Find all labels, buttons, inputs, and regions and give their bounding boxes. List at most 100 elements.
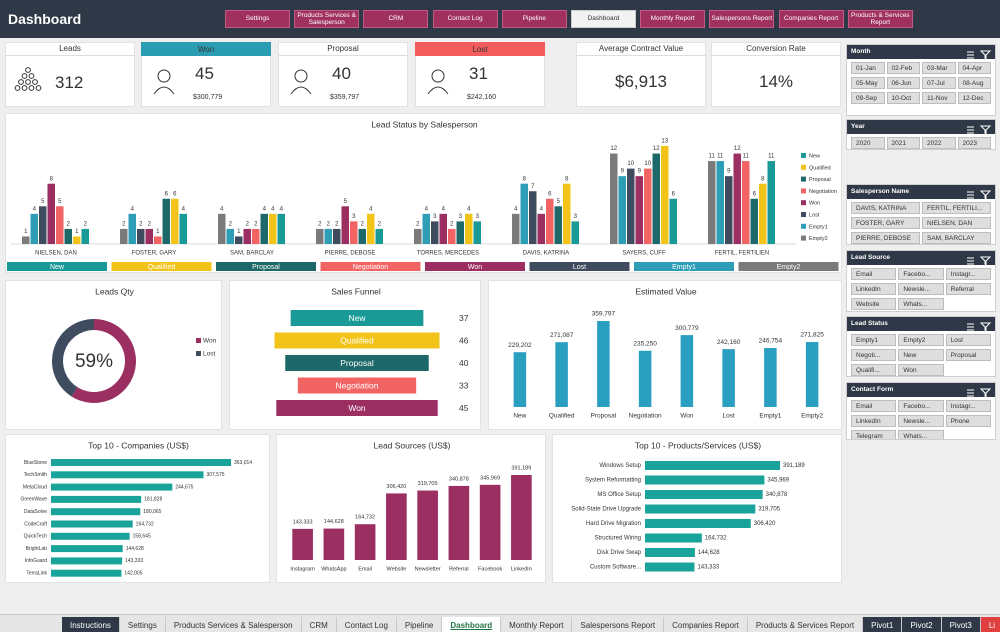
slicer-item[interactable]: PIERRE, DEBOSE: [851, 232, 920, 244]
data-label: 2: [122, 222, 126, 228]
slicer-item[interactable]: Lost: [945, 334, 991, 346]
status-strip-label: Empty2: [777, 264, 801, 271]
nav-button[interactable]: Dashboard: [571, 10, 636, 28]
slicer-item[interactable]: Referral: [945, 283, 991, 295]
slicer-title: Contact Form: [851, 386, 894, 393]
slicer-item[interactable]: Empty1: [851, 334, 897, 346]
slicer-item[interactable]: New: [898, 349, 944, 361]
bar: [323, 528, 345, 560]
data-label: 319,705: [758, 507, 780, 513]
sheet-tab[interactable]: Products & Services Report: [748, 616, 864, 632]
sheet-tab[interactable]: Companies Report: [664, 616, 748, 632]
sheet-tab[interactable]: Pivot2: [902, 616, 942, 632]
slicer-item[interactable]: Whats...: [898, 298, 944, 310]
slicer-item[interactable]: 07-Jul: [922, 77, 956, 89]
data-label: 340,878: [766, 492, 788, 498]
slicer-item[interactable]: Empty2: [898, 334, 944, 346]
sheet-tab[interactable]: Monthly Report: [501, 616, 573, 632]
slicer-item[interactable]: 2023: [957, 137, 991, 149]
slicer: Lead Source Email Facebo... Instagr... Linke…: [846, 250, 996, 312]
slicer-item[interactable]: 04-Apr: [957, 62, 991, 74]
sheet-tab[interactable]: Pipeline: [397, 616, 443, 632]
slicer-item[interactable]: FERTIL, FERTILI...: [922, 202, 991, 214]
nav-button[interactable]: Products Services & Salesperson: [294, 10, 360, 28]
slicer-item[interactable]: Instagr...: [945, 268, 991, 280]
slicer-item[interactable]: Proposal: [945, 349, 991, 361]
slicer-item[interactable]: 02-Feb: [886, 62, 920, 74]
nav-button[interactable]: Salespersons Report: [709, 10, 775, 28]
slicer-item[interactable]: Email: [851, 268, 897, 280]
data-label: 2: [327, 222, 331, 228]
slicer-item[interactable]: Negoti...: [851, 349, 897, 361]
chart-panel: Sales Funnel New 37 Qualified 46 Proposal 40 Ne…: [229, 280, 481, 430]
slicer-item[interactable]: Email: [851, 400, 897, 412]
slicer-item[interactable]: Whats...: [898, 430, 944, 439]
slicer-item[interactable]: LinkedIn: [851, 415, 897, 427]
sheet-tab[interactable]: Settings: [120, 616, 166, 632]
slicer-item[interactable]: SAM, BARCLAY: [922, 232, 991, 244]
slicer-item[interactable]: Instagr...: [945, 400, 991, 412]
slicer-item[interactable]: Phone: [945, 415, 991, 427]
slicer-item[interactable]: Website: [851, 298, 897, 310]
nav-button[interactable]: Pipeline: [501, 10, 567, 28]
nav-button[interactable]: Products & Services Report: [847, 10, 913, 28]
slicer-item[interactable]: 03-Mar: [922, 62, 956, 74]
slicer-title: Lead Source: [851, 254, 891, 261]
slicer-item[interactable]: Qualifi...: [851, 364, 897, 376]
sheet-tab[interactable]: Pivot3: [941, 616, 981, 632]
slicer-item[interactable]: 2020: [851, 137, 885, 149]
data-label: 1: [75, 229, 79, 235]
slicer-item[interactable]: Facebo...: [898, 400, 944, 412]
slicer-item[interactable]: 2021: [886, 137, 920, 149]
slicer-item[interactable]: LinkedIn: [851, 283, 897, 295]
nav-button[interactable]: Monthly Report: [640, 10, 706, 28]
bar: [81, 228, 89, 244]
sheet-tab[interactable]: Salespersons Report: [572, 616, 665, 632]
data-label: 345,969: [480, 475, 500, 481]
multi-select-icon: [967, 257, 974, 265]
y-tick-label: Hard Drive Migration: [586, 521, 641, 527]
nav-button[interactable]: Companies Report: [778, 10, 844, 28]
data-label: 7: [531, 184, 535, 190]
funnel-label: Negotiation: [335, 380, 378, 390]
kpi-label: Average Contract Value: [576, 42, 706, 56]
nav-button[interactable]: CRM: [363, 10, 429, 28]
slicer-item[interactable]: 06-Jun: [886, 77, 920, 89]
slicer-item[interactable]: 01-Jan: [851, 62, 885, 74]
slicer-item[interactable]: FOSTER, GARY: [851, 217, 920, 229]
slicer-item[interactable]: 11-Nov: [922, 92, 956, 104]
slicer-item[interactable]: Won: [898, 364, 944, 376]
slicer-item[interactable]: NIELSEN, DAN: [922, 217, 991, 229]
legend-label: Lost: [203, 351, 215, 358]
sheet-tab[interactable]: Dashboard: [442, 616, 502, 632]
slicer-item[interactable]: Newsle...: [898, 415, 944, 427]
bar: [179, 213, 187, 244]
sheet-tab[interactable]: Instructions: [62, 616, 120, 632]
legend-swatch: [196, 338, 201, 343]
slicer-item[interactable]: 05-May: [851, 77, 885, 89]
sheet-tab[interactable]: CRM: [302, 616, 337, 632]
sheet-tab[interactable]: Products Services & Salesperson: [166, 616, 302, 632]
bar: [51, 520, 133, 528]
data-label: 12: [734, 146, 741, 152]
nav-button[interactable]: Settings: [225, 10, 290, 28]
slicer-header: [847, 45, 995, 59]
slicer-item[interactable]: 09-Sep: [851, 92, 885, 104]
slicer-item[interactable]: Newsle...: [898, 283, 944, 295]
slicer-item[interactable]: Facebo...: [898, 268, 944, 280]
sheet-tab[interactable]: Li: [980, 616, 1000, 632]
sheet-tab[interactable]: Contact Log: [337, 616, 397, 632]
nav-button[interactable]: Contact Log: [432, 10, 498, 28]
slicer-item[interactable]: 2022: [922, 137, 956, 149]
slicer-item[interactable]: Telegram: [851, 430, 897, 439]
y-tick-label: GreenWave: [21, 497, 48, 503]
slicer-item[interactable]: 08-Aug: [957, 77, 991, 89]
data-label: 10: [627, 161, 634, 167]
slicer-item[interactable]: 10-Oct: [886, 92, 920, 104]
slicer-item[interactable]: DAVIS, KATRINA: [851, 202, 920, 214]
data-label: 11: [709, 154, 716, 160]
slicer-item[interactable]: 12-Dec: [957, 92, 991, 104]
bar: [652, 153, 660, 244]
sheet-tab[interactable]: Pivot1: [863, 616, 903, 632]
